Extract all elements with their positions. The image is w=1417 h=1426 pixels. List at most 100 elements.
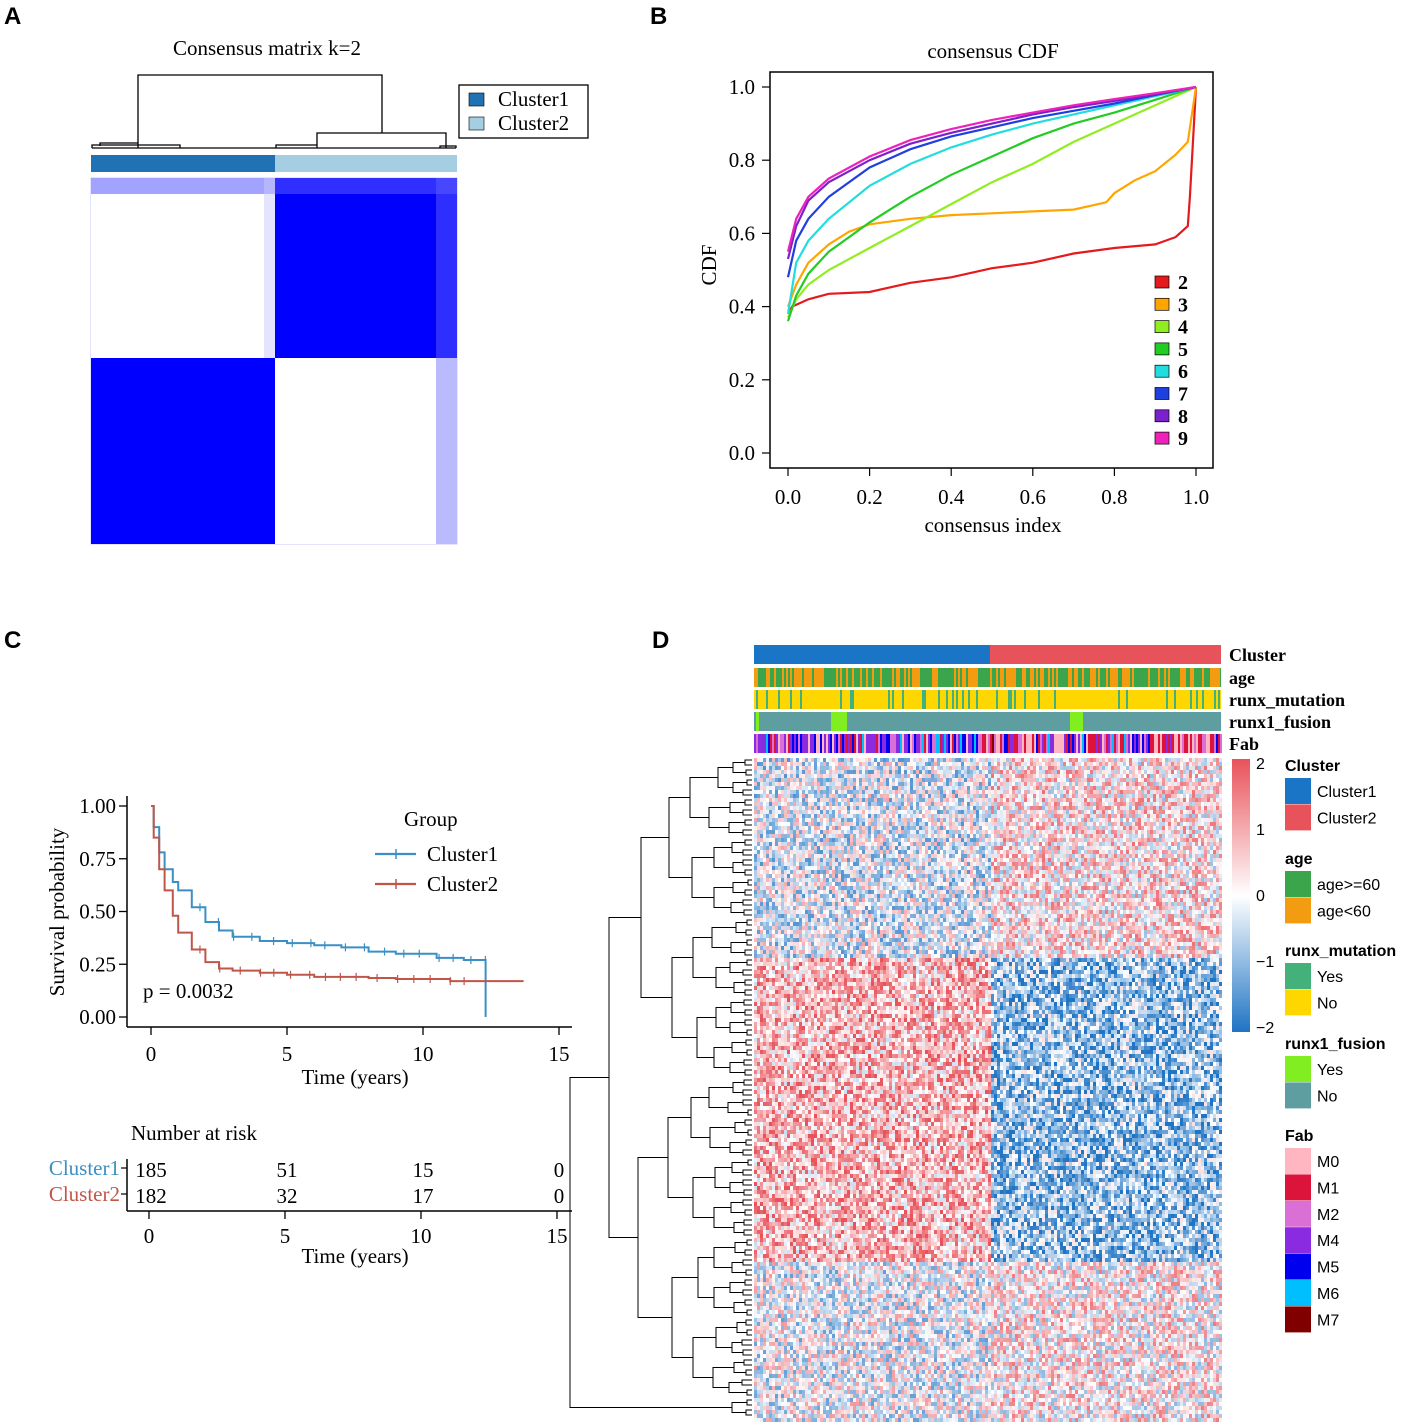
heatmap-cell bbox=[1006, 762, 1009, 766]
heatmap-cell bbox=[1171, 782, 1174, 786]
heatmap-cell bbox=[814, 806, 817, 810]
heatmap-cell bbox=[1201, 850, 1204, 854]
track-fab-cell bbox=[912, 734, 914, 753]
heatmap-cell bbox=[1123, 842, 1126, 846]
heatmap-cell bbox=[934, 834, 937, 838]
heatmap-cell bbox=[1186, 810, 1189, 814]
heatmap-cell bbox=[970, 790, 973, 794]
heatmap-cell bbox=[1180, 838, 1183, 842]
heatmap-cell bbox=[937, 854, 940, 858]
heatmap-cell bbox=[1087, 862, 1090, 866]
heatmap-cell bbox=[904, 786, 907, 790]
heatmap-cell bbox=[829, 858, 832, 862]
heatmap-cell bbox=[940, 838, 943, 842]
heatmap-cell bbox=[1189, 854, 1192, 858]
km-lines bbox=[151, 805, 524, 1017]
heatmap-cell bbox=[838, 802, 841, 806]
heatmap-cell bbox=[1132, 802, 1135, 806]
heatmap-cell bbox=[766, 810, 769, 814]
heatmap-cell bbox=[940, 842, 943, 846]
track-age-cell bbox=[1182, 668, 1184, 687]
track-runx-mutation-cell bbox=[800, 690, 802, 709]
heatmap-cell bbox=[1036, 838, 1039, 842]
heatmap-cell bbox=[889, 766, 892, 770]
heatmap-cell bbox=[922, 774, 925, 778]
km-axes: 0 5 10 150.000.250.500.751.00 bbox=[79, 794, 572, 1066]
heatmap-cell bbox=[1111, 806, 1114, 810]
heatmap-cell bbox=[805, 806, 808, 810]
heatmap-cell bbox=[946, 858, 949, 862]
heatmap-cell bbox=[1162, 826, 1165, 830]
heatmap-cell bbox=[1219, 822, 1222, 826]
heatmap-cell bbox=[982, 854, 985, 858]
heatmap-cell bbox=[844, 830, 847, 834]
heatmap-cell bbox=[901, 766, 904, 770]
heatmap-cell bbox=[946, 822, 949, 826]
heatmap-cell bbox=[883, 846, 886, 850]
heatmap-cell bbox=[772, 778, 775, 782]
heatmap-cell bbox=[1159, 778, 1162, 782]
heatmap-cell bbox=[1117, 778, 1120, 782]
heatmap-cell bbox=[1018, 794, 1021, 798]
heatmap-cell bbox=[985, 850, 988, 854]
cdf-x-tick-label: 1.0 bbox=[1183, 485, 1209, 509]
heatmap-cell bbox=[883, 822, 886, 826]
heatmap-cell bbox=[763, 758, 766, 762]
heatmap-cell bbox=[1213, 830, 1216, 834]
dendrogram-branch bbox=[746, 1029, 752, 1036]
heatmap-cell bbox=[1048, 846, 1051, 850]
heatmap-cell bbox=[802, 774, 805, 778]
heatmap-cell bbox=[952, 858, 955, 862]
track-fab-cell bbox=[1134, 734, 1136, 753]
heatmap-cell bbox=[1072, 834, 1075, 838]
heatmap-cell bbox=[898, 850, 901, 854]
heatmap-cell bbox=[973, 850, 976, 854]
heatmap-cell bbox=[802, 802, 805, 806]
heatmap-cell bbox=[904, 862, 907, 866]
heatmap-cell bbox=[808, 774, 811, 778]
heatmap-cell bbox=[976, 782, 979, 786]
heatmap-cell bbox=[913, 822, 916, 826]
heatmap-cell bbox=[991, 790, 994, 794]
heatmap-cell bbox=[1177, 850, 1180, 854]
heatmap-cell bbox=[766, 794, 769, 798]
dendrogram-branch bbox=[712, 1367, 734, 1388]
heatmap-cell bbox=[1030, 766, 1033, 770]
heatmap-cell bbox=[1030, 834, 1033, 838]
heatmap-cell bbox=[1195, 858, 1198, 862]
heatmap-cell bbox=[1090, 838, 1093, 842]
heatmap-cell bbox=[1093, 766, 1096, 770]
heatmap-cell bbox=[1114, 762, 1117, 766]
heatmap-cell bbox=[928, 850, 931, 854]
heatmap-cell bbox=[781, 786, 784, 790]
heatmap-cell bbox=[1210, 838, 1213, 842]
heatmap-cell bbox=[796, 822, 799, 826]
heatmap-cell bbox=[1051, 806, 1054, 810]
heatmap-cell bbox=[835, 822, 838, 826]
heatmap-cell bbox=[871, 842, 874, 846]
heatmap-cell bbox=[895, 774, 898, 778]
heatmap-cell bbox=[1051, 782, 1054, 786]
heatmap-cell bbox=[1156, 806, 1159, 810]
heatmap-cell bbox=[826, 762, 829, 766]
track-fab-cell bbox=[874, 734, 876, 753]
heatmap-cell bbox=[1174, 778, 1177, 782]
km-y-tick-label: 1.00 bbox=[79, 794, 116, 818]
heatmap-cell bbox=[883, 758, 886, 762]
heatmap-cell bbox=[982, 802, 985, 806]
track-fab-cell bbox=[1002, 734, 1004, 753]
heatmap-cell bbox=[889, 794, 892, 798]
heatmap-cell bbox=[1036, 778, 1039, 782]
heatmap-cell bbox=[886, 854, 889, 858]
heatmap-cell bbox=[1192, 762, 1195, 766]
heatmap-cell bbox=[1066, 778, 1069, 782]
track-fab-cell bbox=[762, 734, 764, 753]
heatmap-cell bbox=[1042, 770, 1045, 774]
heatmap-cell bbox=[1030, 802, 1033, 806]
heatmap-cell bbox=[1123, 762, 1126, 766]
heatmap-cell bbox=[1204, 806, 1207, 810]
heatmap-cell bbox=[982, 830, 985, 834]
heatmap-cell bbox=[796, 762, 799, 766]
heatmap-cell bbox=[946, 854, 949, 858]
heatmap-cell bbox=[1153, 834, 1156, 838]
